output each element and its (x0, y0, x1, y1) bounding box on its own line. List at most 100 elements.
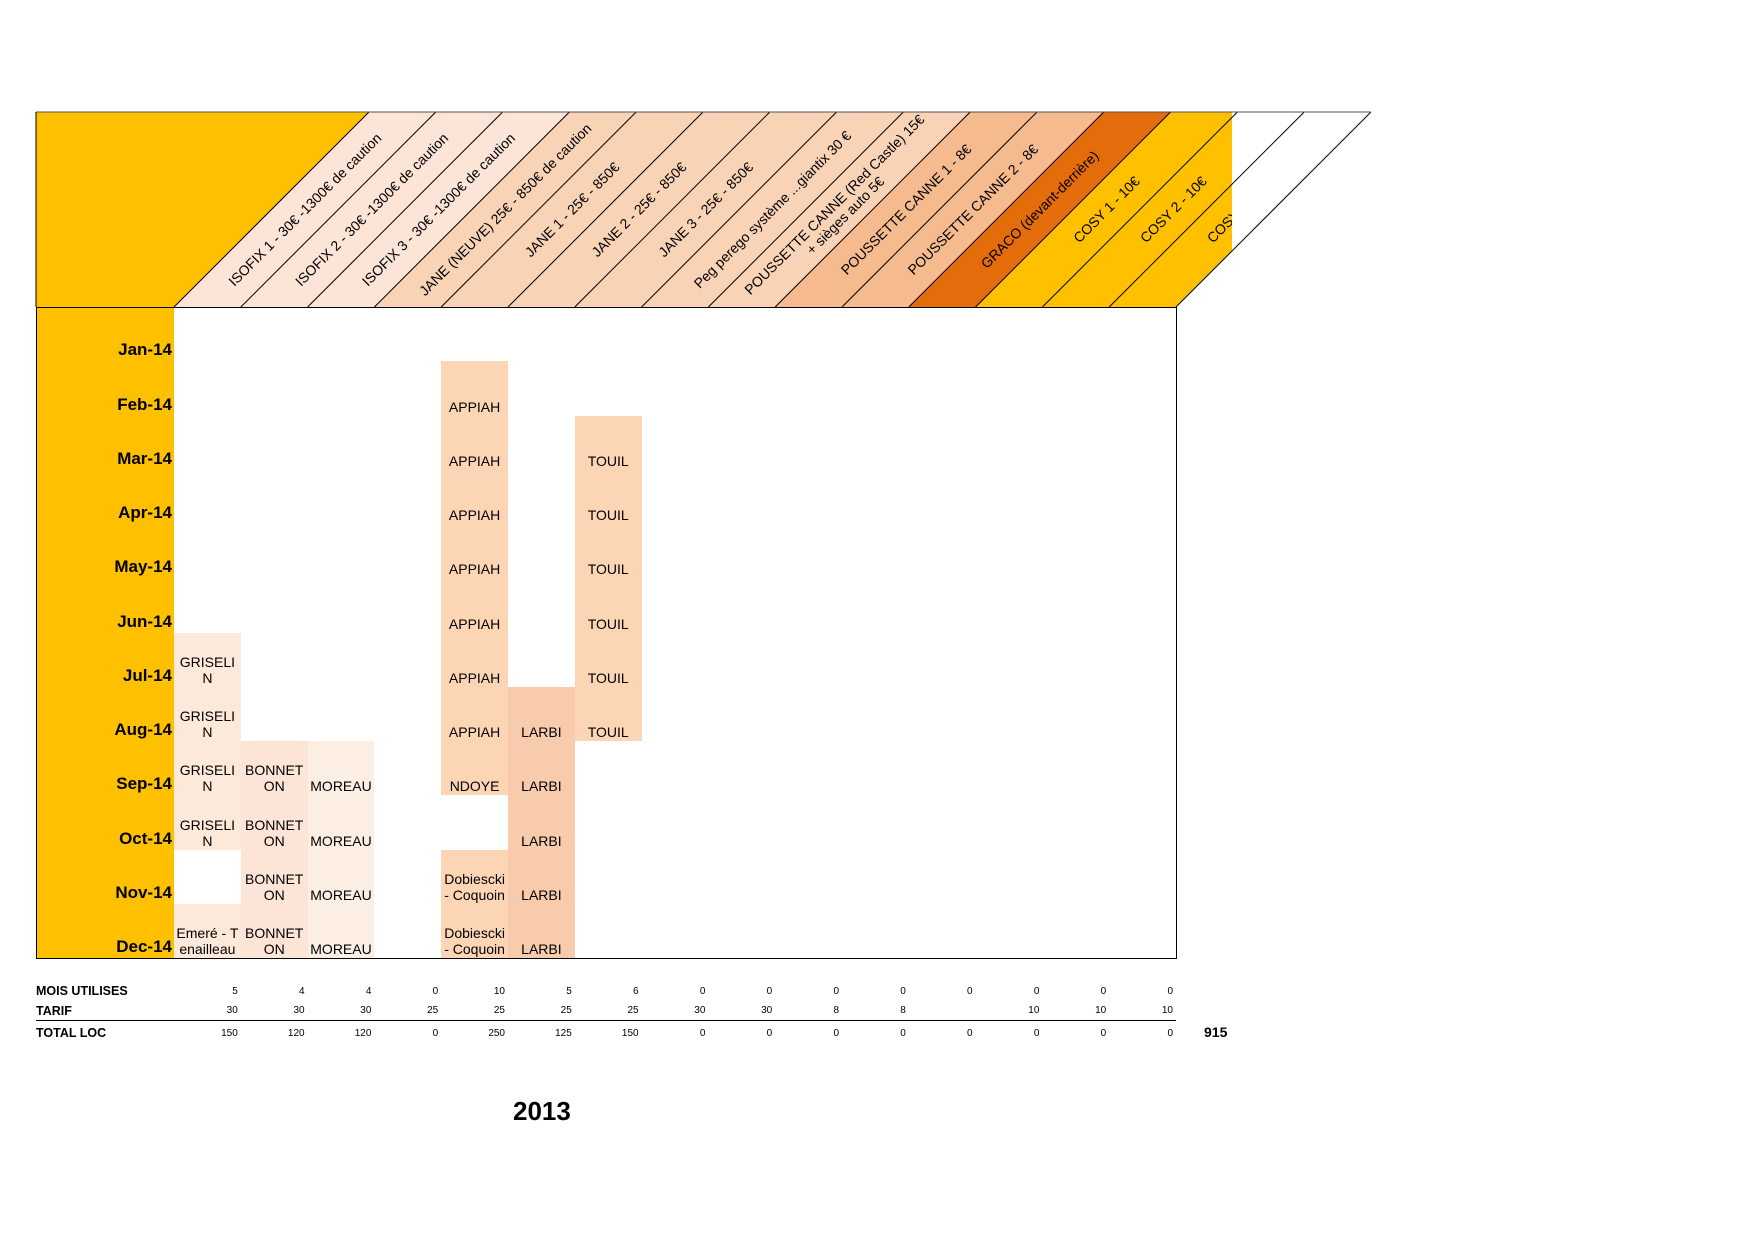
rental-cell[interactable] (641, 361, 710, 417)
rental-cell[interactable] (240, 415, 309, 471)
rental-cell[interactable] (908, 469, 977, 525)
rental-cell[interactable] (508, 469, 576, 525)
rental-cell[interactable] (174, 524, 242, 580)
rental-cell[interactable]: TOUIL (574, 578, 643, 634)
rental-cell[interactable] (307, 415, 376, 471)
rental-cell[interactable] (240, 307, 309, 363)
rental-cell[interactable] (307, 524, 376, 580)
rental-cell[interactable]: LARBI (508, 686, 576, 742)
rental-cell[interactable] (574, 741, 643, 797)
rental-cell[interactable] (641, 849, 710, 905)
rental-cell[interactable] (508, 524, 576, 580)
rental-cell[interactable] (307, 632, 376, 688)
rental-cell[interactable] (240, 361, 309, 417)
rental-cell[interactable] (908, 741, 977, 797)
rental-cell[interactable] (775, 903, 843, 959)
rental-cell[interactable] (641, 415, 710, 471)
rental-cell[interactable] (975, 795, 1044, 851)
rental-cell[interactable] (641, 632, 710, 688)
rental-cell[interactable] (174, 849, 242, 905)
rental-cell[interactable] (775, 849, 843, 905)
rental-cell[interactable] (908, 632, 977, 688)
rental-cell[interactable] (708, 686, 777, 742)
rental-cell[interactable] (374, 903, 443, 959)
rental-cell[interactable]: BONNETON (240, 795, 309, 851)
rental-cell[interactable]: BONNETON (240, 741, 309, 797)
rental-cell[interactable]: TOUIL (574, 469, 643, 525)
rental-cell[interactable] (975, 903, 1044, 959)
rental-cell[interactable]: LARBI (508, 795, 576, 851)
rental-cell[interactable]: APPIAH (441, 632, 509, 688)
rental-cell[interactable] (374, 469, 443, 525)
rental-cell[interactable]: Dobiescki - Coquoin (441, 903, 509, 959)
rental-cell[interactable] (1042, 307, 1111, 363)
rental-cell[interactable] (842, 469, 910, 525)
rental-cell[interactable] (574, 307, 643, 363)
rental-cell[interactable] (842, 849, 910, 905)
rental-cell[interactable] (508, 307, 576, 363)
rental-cell[interactable] (842, 578, 910, 634)
rental-cell[interactable] (775, 686, 843, 742)
rental-cell[interactable] (775, 741, 843, 797)
rental-cell[interactable] (1109, 469, 1177, 525)
rental-cell[interactable] (240, 578, 309, 634)
rental-cell[interactable] (842, 524, 910, 580)
rental-cell[interactable]: APPIAH (441, 524, 509, 580)
rental-cell[interactable] (842, 741, 910, 797)
rental-cell[interactable]: LARBI (508, 849, 576, 905)
rental-cell[interactable]: TOUIL (574, 415, 643, 471)
rental-cell[interactable] (708, 469, 777, 525)
rental-cell[interactable]: Dobiescki - Coquoin (441, 849, 509, 905)
rental-cell[interactable] (775, 632, 843, 688)
rental-cell[interactable]: APPIAH (441, 469, 509, 525)
rental-cell[interactable] (975, 741, 1044, 797)
rental-cell[interactable] (708, 903, 777, 959)
rental-cell[interactable] (1042, 415, 1111, 471)
rental-cell[interactable] (441, 795, 509, 851)
rental-cell[interactable] (374, 632, 443, 688)
rental-cell[interactable] (775, 578, 843, 634)
rental-cell[interactable] (641, 307, 710, 363)
rental-cell[interactable] (1109, 632, 1177, 688)
rental-cell[interactable] (1109, 903, 1177, 959)
rental-cell[interactable] (908, 524, 977, 580)
rental-cell[interactable] (374, 741, 443, 797)
rental-cell[interactable] (842, 632, 910, 688)
rental-cell[interactable] (641, 524, 710, 580)
rental-cell[interactable] (775, 469, 843, 525)
rental-cell[interactable] (174, 415, 242, 471)
rental-cell[interactable] (1042, 469, 1111, 525)
rental-cell[interactable]: APPIAH (441, 686, 509, 742)
rental-cell[interactable] (908, 415, 977, 471)
rental-cell[interactable] (641, 795, 710, 851)
rental-cell[interactable]: MOREAU (307, 795, 376, 851)
rental-cell[interactable] (842, 903, 910, 959)
rental-cell[interactable] (641, 469, 710, 525)
rental-cell[interactable] (508, 361, 576, 417)
rental-cell[interactable] (374, 578, 443, 634)
rental-cell[interactable] (574, 361, 643, 417)
rental-cell[interactable]: BONNETON (240, 849, 309, 905)
rental-cell[interactable] (908, 795, 977, 851)
rental-cell[interactable] (307, 578, 376, 634)
rental-cell[interactable] (1042, 795, 1111, 851)
rental-cell[interactable] (1109, 849, 1177, 905)
rental-cell[interactable] (1109, 307, 1177, 363)
rental-cell[interactable] (174, 307, 242, 363)
rental-cell[interactable] (1109, 361, 1177, 417)
rental-cell[interactable]: APPIAH (441, 578, 509, 634)
rental-cell[interactable] (307, 361, 376, 417)
rental-cell[interactable] (307, 469, 376, 525)
rental-cell[interactable] (842, 795, 910, 851)
rental-cell[interactable] (975, 524, 1044, 580)
rental-cell[interactable] (574, 903, 643, 959)
rental-cell[interactable]: LARBI (508, 903, 576, 959)
rental-cell[interactable] (842, 361, 910, 417)
rental-cell[interactable] (708, 795, 777, 851)
rental-cell[interactable] (975, 307, 1044, 363)
rental-cell[interactable] (975, 361, 1044, 417)
rental-cell[interactable] (975, 578, 1044, 634)
rental-cell[interactable] (708, 361, 777, 417)
rental-cell[interactable] (441, 307, 509, 363)
rental-cell[interactable] (574, 849, 643, 905)
